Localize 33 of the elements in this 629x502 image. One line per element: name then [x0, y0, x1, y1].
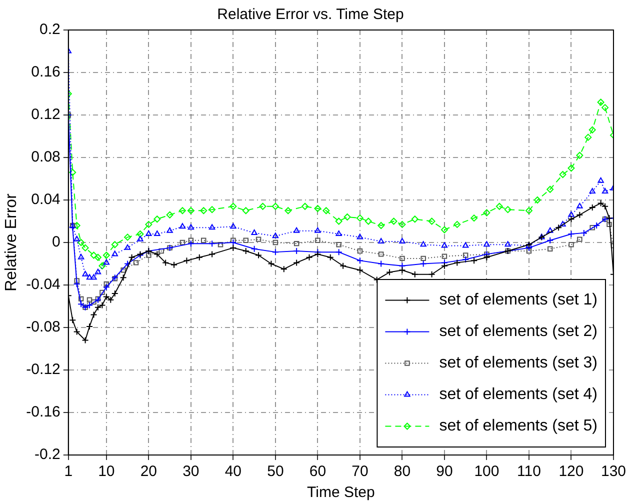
y-tick-label: 0.2: [40, 21, 60, 38]
y-tick-label: -0.04: [26, 276, 60, 294]
x-tick-label: 100: [474, 463, 500, 480]
y-tick-label: -0.2: [34, 446, 60, 464]
x-tick-label: 40: [224, 463, 242, 480]
y-tick-label: 0.04: [31, 191, 60, 208]
y-tick-label: 0.12: [31, 106, 60, 124]
y-tick-label: -0.16: [26, 404, 60, 421]
legend-label: set of elements (set 4): [439, 386, 598, 404]
chart-title: Relative Error vs. Time Step: [217, 6, 404, 24]
x-tick-label: 50: [267, 463, 284, 480]
y-tick-label: -0.12: [26, 361, 60, 378]
y-tick-label: -0.08: [26, 318, 60, 336]
x-tick-label: 80: [394, 463, 411, 480]
x-tick-label: 70: [352, 463, 368, 480]
legend-label: set of elements (set 5): [439, 418, 598, 435]
y-tick-label: 0.08: [31, 148, 60, 166]
x-tick-label: 90: [436, 463, 453, 480]
legend-label: set of elements (set 3): [439, 354, 598, 372]
x-tick-label: 10: [98, 463, 115, 480]
x-tick-label: 110: [517, 463, 541, 480]
x-tick-label: 120: [558, 463, 584, 480]
x-tick-label: 60: [309, 463, 326, 480]
x-tick-label: 1: [64, 463, 73, 480]
x-tick-label: 130: [600, 463, 626, 480]
y-tick-label: 0.16: [31, 64, 60, 81]
x-tick-label: 20: [140, 463, 158, 480]
legend-label: set of elements (set 2): [439, 323, 598, 340]
x-tick-label: 30: [182, 463, 200, 480]
x-axis-title: Time Step: [307, 484, 375, 502]
legend-label: set of elements (set 1): [439, 292, 598, 309]
y-axis-title: Relative Error: [3, 192, 20, 292]
y-tick-label: 0: [52, 234, 60, 251]
